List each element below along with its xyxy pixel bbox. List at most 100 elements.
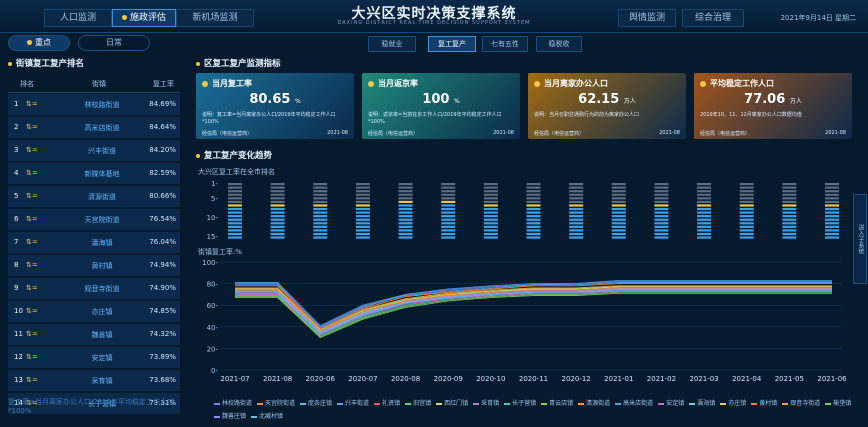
- rank-bar-segment: [739, 204, 754, 207]
- row-value: 74.90%: [149, 284, 176, 292]
- rank-change-icon: ⇅=: [26, 284, 38, 292]
- row-value: 84.64%: [149, 123, 176, 131]
- table-row[interactable]: 5 ⇅= 清源街道 80.66%: [8, 186, 180, 208]
- legend-item[interactable]: 兴丰街道: [337, 397, 369, 410]
- rank-bar-segment: [739, 186, 754, 189]
- legend-item[interactable]: 西红门镇: [436, 397, 468, 410]
- indicator-card[interactable]: 当月复工率 80.65 % 说明：复工率=当月离家办公人口/2019年平均稳定工作人…: [196, 73, 354, 139]
- legend-item[interactable]: 林校路街道: [214, 397, 252, 410]
- rank-bar-segment: [441, 232, 456, 236]
- x-tick-label: 2021-07: [220, 375, 249, 383]
- table-row[interactable]: 8 ⇅= 黄村镇 74.94%: [8, 255, 180, 277]
- tab-daily[interactable]: 日常: [78, 35, 150, 51]
- rank-bar-segment: [782, 197, 797, 200]
- legend-item[interactable]: 榆垡镇: [825, 397, 851, 410]
- subnav-resumption[interactable]: 复工复产: [428, 36, 476, 52]
- row-value: 74.85%: [149, 307, 176, 315]
- rank-bar-segment: [526, 193, 541, 196]
- rank-bar-segment: [526, 200, 541, 204]
- nav-tab-airport[interactable]: 新机场监测: [176, 9, 254, 27]
- legend-item[interactable]: 采育镇: [473, 397, 499, 410]
- rank-bar-segment: [611, 200, 626, 204]
- rank-bar-segment: [739, 222, 754, 225]
- rank-bar-segment: [569, 193, 584, 196]
- rank-bar-segment: [441, 186, 456, 189]
- table-row[interactable]: 6 ⇅= 天宫院街道 76.54%: [8, 209, 180, 231]
- table-row[interactable]: 10 ⇅= 亦庄镇 74.85%: [8, 301, 180, 323]
- rank-bar-segment: [739, 193, 754, 196]
- rank-bar-segment: [355, 215, 370, 218]
- rank-bar-segment: [441, 236, 456, 239]
- rank-change-icon: ⇅=: [26, 192, 38, 200]
- table-row[interactable]: 14 ⇅= 长子营镇 73.31%: [8, 393, 180, 415]
- rank-bar-segment: [825, 190, 839, 193]
- rank-bar-segment: [739, 225, 754, 228]
- rank-bar-segment: [569, 186, 584, 189]
- table-row[interactable]: 3 ⇅= 兴丰街道 84.20%: [8, 140, 180, 162]
- enter-subsystem-button[interactable]: 进入子系统: [853, 194, 867, 284]
- rank-bar-segment: [313, 200, 328, 204]
- rank-bar-segment: [355, 222, 370, 225]
- table-row[interactable]: 12 ⇅= 安定镇 73.89%: [8, 347, 180, 369]
- rank-bar-segment: [825, 204, 839, 207]
- table-row[interactable]: 9 ⇅= 观音寺街道 74.90%: [8, 278, 180, 300]
- subnav-livelihood[interactable]: 七有五性: [482, 36, 528, 52]
- nav-tab-sentiment[interactable]: 舆情监测: [618, 9, 676, 27]
- rank-bar-segment: [697, 236, 712, 239]
- legend-swatch: [689, 402, 696, 405]
- legend-item[interactable]: 瀛海镇: [689, 397, 715, 410]
- table-row[interactable]: 4 ⇅= 新媒体基地 82.59%: [8, 163, 180, 185]
- series-line: [235, 288, 832, 333]
- legend-item[interactable]: 旧宫镇: [405, 397, 431, 410]
- rank-bar-segment: [739, 211, 754, 214]
- legend-item[interactable]: 青云店镇: [541, 397, 573, 410]
- legend-item[interactable]: 魏善庄镇: [214, 410, 246, 423]
- rank-bar-segment: [228, 193, 242, 196]
- table-row[interactable]: 7 ⇅= 瀛海镇 76.04%: [8, 232, 180, 254]
- indicator-card[interactable]: 当月返京率 100 % 说明：返京率=当前在京工作人口/2019年平均稳定工作人口*…: [362, 73, 520, 139]
- table-row[interactable]: 2 ⇅= 高米店街道 84.64%: [8, 117, 180, 139]
- tab-key[interactable]: 重点: [8, 35, 70, 51]
- rank-bar-segment: [654, 207, 669, 211]
- legend-item[interactable]: 礼贤镇: [374, 397, 400, 410]
- row-rank: 13: [14, 376, 23, 384]
- card-date: 2021-08: [825, 130, 846, 136]
- series-line: [235, 285, 832, 331]
- rank-bar-segment: [355, 197, 370, 200]
- rank-bar-segment: [611, 215, 626, 218]
- rank-bar-segment: [782, 211, 797, 214]
- legend-item[interactable]: 清源街道: [578, 397, 610, 410]
- nav-tab-governance[interactable]: 综合治理: [682, 9, 744, 27]
- legend-item[interactable]: 高米店街道: [615, 397, 653, 410]
- legend-item[interactable]: 观音寺街道: [782, 397, 820, 410]
- legend-label: 青云店镇: [549, 400, 574, 407]
- legend-item[interactable]: 天宫院街道: [257, 397, 295, 410]
- legend-item[interactable]: 北臧村镇: [251, 410, 283, 423]
- subnav-tax[interactable]: 稳税收: [536, 36, 582, 52]
- card-dot-icon: [368, 81, 374, 87]
- legend-label: 魏善庄镇: [222, 413, 247, 420]
- legend-item[interactable]: 庞各庄镇: [300, 397, 332, 410]
- indicator-card[interactable]: 平均稳定工作人口 77.06 万人 2019年10、11、12月离家办公人口数据均值…: [694, 73, 852, 139]
- table-row[interactable]: 13 ⇅= 采育镇 73.68%: [8, 370, 180, 392]
- nav-tab-policy[interactable]: 施政评估: [112, 9, 176, 27]
- legend-item[interactable]: 安定镇: [658, 397, 684, 410]
- table-row[interactable]: 11 ⇅= 魏善镇 74.32%: [8, 324, 180, 346]
- table-row[interactable]: 1 ⇅= 林校路街道 84.69%: [8, 94, 180, 116]
- subnav-employment[interactable]: 稳就业: [368, 36, 416, 52]
- rank-bar-segment: [569, 207, 584, 211]
- legend-swatch: [578, 402, 585, 405]
- rank-bar-segment: [697, 190, 712, 193]
- nav-tab-population[interactable]: 人口监测: [44, 9, 112, 27]
- row-rank: 2: [14, 123, 19, 131]
- legend-label: 礼贤镇: [382, 400, 401, 407]
- rank-bar-segment: [313, 236, 328, 239]
- page-subtitle: DAXING DISTRICT REAL-TIME DECISION SUPPO…: [337, 20, 531, 26]
- row-value: 82.59%: [149, 169, 176, 177]
- legend-label: 清源街道: [586, 400, 611, 407]
- legend-item[interactable]: 长子营镇: [504, 397, 536, 410]
- indicator-card[interactable]: 当月离家办公人口 62.15 万人 说明：当月在职住通勤行为的前为离家办公人口 经信局…: [528, 73, 686, 139]
- legend-item[interactable]: 亦庄镇: [720, 397, 746, 410]
- rank-bar-segment: [526, 236, 541, 239]
- legend-item[interactable]: 黄村镇: [751, 397, 777, 410]
